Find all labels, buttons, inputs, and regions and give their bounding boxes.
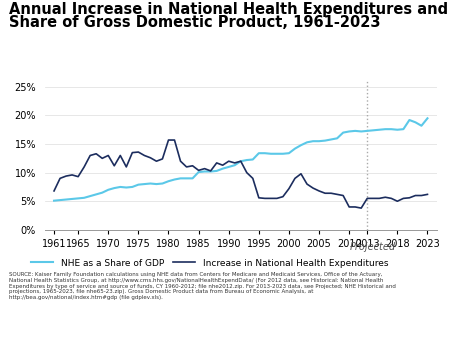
Text: KAISER: KAISER bbox=[379, 301, 413, 310]
Text: THE HENRY J.: THE HENRY J. bbox=[378, 295, 414, 300]
Text: Projected: Projected bbox=[350, 242, 396, 252]
Text: FAMILY: FAMILY bbox=[380, 310, 412, 319]
Text: Share of Gross Domestic Product, 1961-2023: Share of Gross Domestic Product, 1961-20… bbox=[9, 15, 381, 30]
Text: FOUNDATION: FOUNDATION bbox=[378, 322, 414, 327]
Legend: NHE as a Share of GDP, Increase in National Health Expenditures: NHE as a Share of GDP, Increase in Natio… bbox=[27, 255, 392, 271]
Text: Annual Increase in National Health Expenditures and Their: Annual Increase in National Health Expen… bbox=[9, 2, 450, 17]
Text: SOURCE: Kaiser Family Foundation calculations using NHE data from Centers for Me: SOURCE: Kaiser Family Foundation calcula… bbox=[9, 272, 396, 300]
